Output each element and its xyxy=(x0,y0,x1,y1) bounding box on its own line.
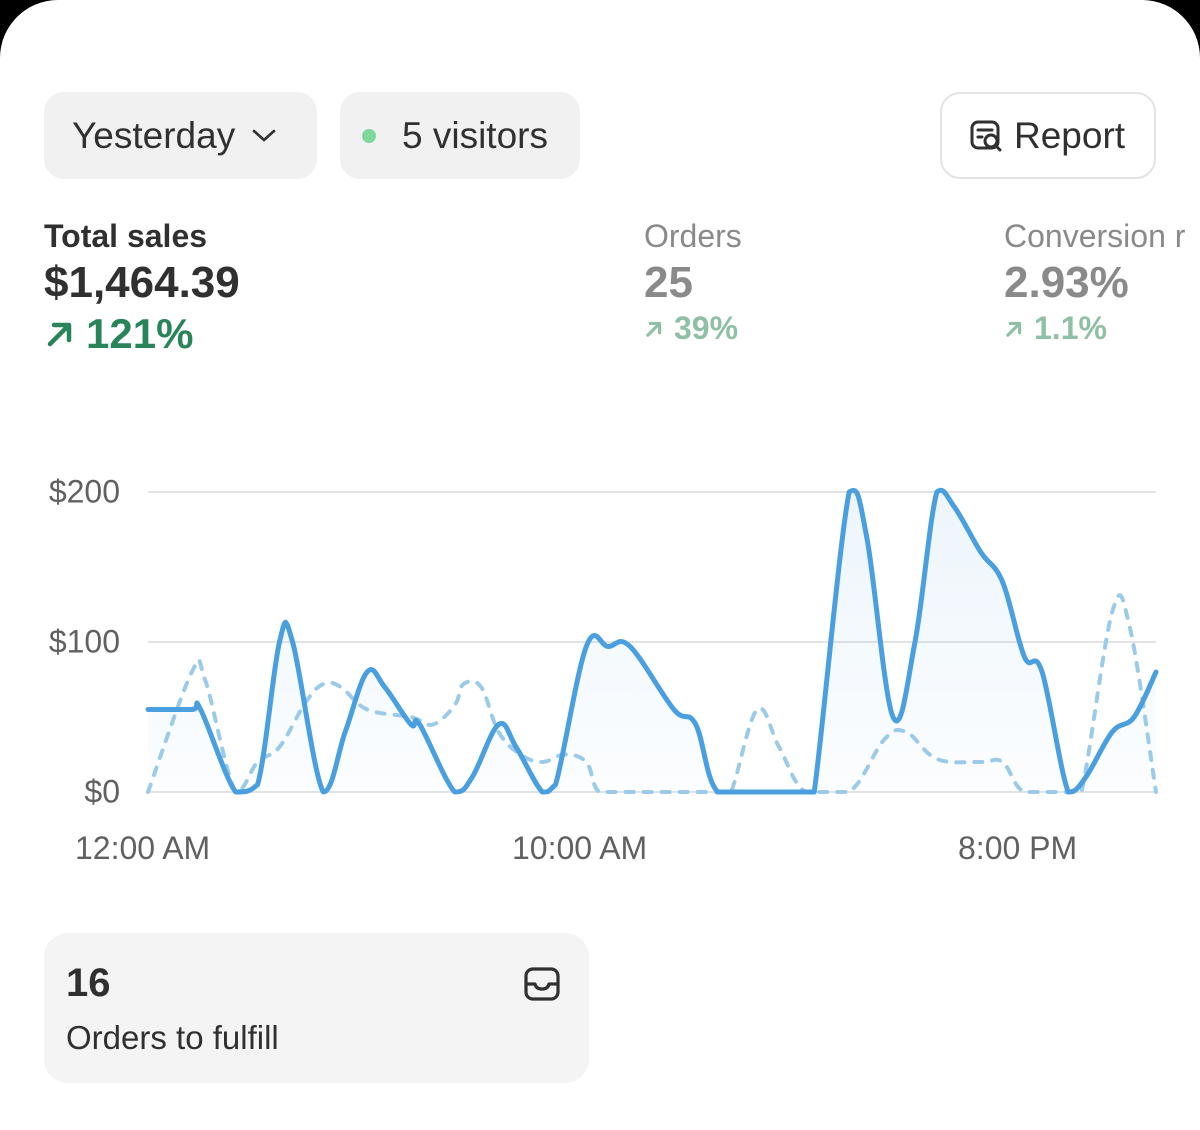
metric-change: 39% xyxy=(644,310,742,347)
x-tick-label: 10:00 AM xyxy=(512,830,648,866)
metric-value: 25 xyxy=(644,258,693,307)
y-tick-label: $0 xyxy=(84,773,120,810)
y-tick-label: $100 xyxy=(48,623,120,660)
metric-label: Orders xyxy=(644,218,742,254)
arrow-up-right-icon xyxy=(1006,321,1022,337)
report-button[interactable]: Report xyxy=(940,92,1156,179)
live-status-dot xyxy=(362,128,376,143)
report-label: Report xyxy=(1014,114,1126,156)
visitors-label: 5 visitors xyxy=(402,114,548,156)
metric-change-value: 1.1% xyxy=(1034,310,1107,346)
metric-total-sales[interactable]: Total sales $1,464.39 121% xyxy=(44,218,240,358)
chevron-down-icon xyxy=(251,128,277,144)
arrow-up-right-icon xyxy=(646,321,662,337)
orders-to-fulfill-label: Orders to fulfill xyxy=(66,1019,279,1056)
orders-to-fulfill-card[interactable]: 16 Orders to fulfill xyxy=(44,933,589,1083)
metric-change-value: 39% xyxy=(674,310,739,346)
x-tick-label: 12:00 AM xyxy=(75,830,211,866)
metric-label: Conversion r xyxy=(1004,218,1186,254)
metric-change: 1.1% xyxy=(1004,310,1185,347)
metric-change-value: 121% xyxy=(86,310,194,357)
previous-period-line xyxy=(146,593,1158,795)
metric-value: $1,464.39 xyxy=(44,258,240,307)
date-range-selector[interactable]: Yesterday xyxy=(44,92,317,179)
metric-value: 2.93% xyxy=(1004,258,1129,307)
orders-to-fulfill-count: 16 xyxy=(66,961,111,1005)
arrow-up-right-icon xyxy=(47,322,72,347)
metric-change: 121% xyxy=(44,310,240,358)
live-visitors-button[interactable]: 5 visitors xyxy=(340,92,580,179)
metric-orders[interactable]: Orders 25 39% xyxy=(644,218,742,347)
inbox-tray-icon xyxy=(523,965,561,1008)
metric-conversion-rate[interactable]: Conversion r 2.93% 1.1% xyxy=(1004,218,1185,347)
date-range-label: Yesterday xyxy=(72,114,236,156)
x-tick-label: 8:00 PM xyxy=(958,830,1078,866)
metric-label: Total sales xyxy=(44,218,208,254)
current-period-line xyxy=(145,487,1159,795)
report-search-icon xyxy=(968,118,1004,154)
y-tick-label: $200 xyxy=(48,473,120,510)
